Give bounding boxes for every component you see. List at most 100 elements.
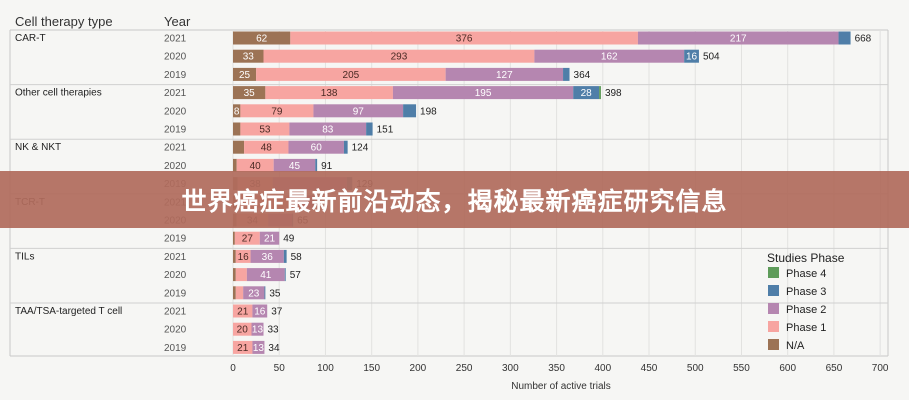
x-tick-label: 300 — [502, 363, 519, 374]
segment-value-label: 53 — [259, 125, 271, 136]
segment-value-label: 40 — [250, 161, 262, 172]
bar-segment-phase3 — [563, 67, 570, 81]
bar-segment-phase3 — [264, 286, 266, 300]
bar-segment-phase1 — [263, 49, 535, 63]
total-value-label: 91 — [321, 161, 333, 172]
legend-label-phase3: Phase 3 — [786, 286, 826, 298]
segment-value-label: 16 — [686, 52, 698, 63]
bar-segment-phase1 — [290, 31, 638, 45]
segment-value-label: 83 — [322, 125, 334, 136]
bar-segment-phase1 — [265, 86, 393, 100]
bar-segment-phase1 — [233, 322, 252, 336]
total-value-label: 504 — [703, 52, 720, 63]
bar-segment-phase1 — [234, 231, 260, 245]
segment-value-label: 16 — [238, 252, 250, 263]
legend-swatch-na — [768, 339, 779, 350]
year-header: Year — [164, 14, 191, 29]
bar-segment-na — [233, 268, 236, 282]
bar-segment-phase1 — [233, 304, 253, 318]
bar-segment-phase2 — [252, 304, 268, 318]
bar-segment-phase2 — [289, 122, 367, 136]
year-label: 2019 — [164, 288, 187, 299]
bar-segment-phase2 — [534, 49, 685, 63]
bar-segment-phase2 — [259, 231, 280, 245]
legend-label-phase4: Phase 4 — [786, 268, 826, 280]
total-value-label: 33 — [268, 325, 280, 336]
bar-segment-phase2 — [250, 249, 284, 263]
segment-value-label: 21 — [237, 343, 249, 354]
x-axis: 0 50 100 150 200 250 300 350 400 450 500 550 600 650 7… — [230, 363, 889, 374]
bar-segment-phase2 — [251, 322, 264, 336]
group-label: CAR-T — [15, 33, 46, 44]
year-label: 2019 — [164, 125, 187, 136]
x-tick-label: 500 — [687, 363, 704, 374]
bar-segment-na — [233, 49, 264, 63]
bar-segment-phase2 — [252, 340, 265, 354]
group-label: NK & NKT — [15, 142, 61, 153]
bar-segment-na — [233, 158, 237, 172]
bar-segment-phase3 — [573, 86, 600, 100]
year-label: 2021 — [164, 143, 187, 154]
segment-value-label: 293 — [391, 52, 408, 63]
legend-swatch-phase4 — [768, 267, 779, 278]
legend-swatch-phase2 — [768, 303, 779, 314]
x-tick-label: 450 — [641, 363, 658, 374]
x-tick-label: 600 — [779, 363, 796, 374]
segment-value-label: 35 — [244, 88, 256, 99]
segment-value-label: 20 — [237, 325, 249, 336]
title-banner: 世界癌症最新前沿动态，揭秘最新癌症研究信息 — [0, 171, 909, 228]
cell-type-header: Cell therapy type — [15, 14, 113, 29]
bar-segment-phase2 — [243, 286, 265, 300]
total-value-label: 37 — [271, 307, 283, 318]
bar-segment-na — [233, 86, 266, 100]
year-label: 2021 — [164, 307, 187, 318]
segment-value-label: 127 — [496, 70, 513, 81]
legend-label-phase2: Phase 2 — [786, 304, 826, 316]
x-tick-label: 700 — [872, 363, 889, 374]
total-value-label: 57 — [290, 270, 302, 281]
x-tick-label: 550 — [733, 363, 750, 374]
bar-segment-na — [233, 249, 236, 263]
bar-segment-phase2 — [273, 158, 316, 172]
segment-value-label: 16 — [254, 307, 266, 318]
group-label: Other cell therapies — [15, 88, 102, 99]
legend-title: Studies Phase — [767, 251, 845, 265]
legend-label-phase1: Phase 1 — [786, 322, 826, 334]
bar-segment-phase3 — [283, 249, 287, 263]
legend: Studies Phase Phase 4 Phase 3 Phase 2 Phase … — [767, 251, 845, 352]
total-value-label: 35 — [269, 288, 281, 299]
bar-segment-phase1 — [235, 249, 251, 263]
total-value-label: 151 — [377, 125, 394, 136]
segment-value-label: 27 — [242, 234, 254, 245]
bar-segment-phase2 — [313, 104, 404, 118]
segment-value-label: 376 — [456, 34, 473, 45]
year-label: 2021 — [164, 34, 187, 45]
segment-value-label: 60 — [311, 143, 323, 154]
bar-segment-na — [233, 104, 241, 118]
segment-value-label: 205 — [343, 70, 360, 81]
segment-value-label: 13 — [252, 325, 264, 336]
x-tick-label: 0 — [230, 363, 236, 374]
year-label: 2020 — [164, 161, 187, 172]
group-label: TAA/TSA-targeted T cell — [15, 306, 122, 317]
bar-segment-phase3 — [684, 49, 699, 63]
year-label: 2020 — [164, 52, 187, 63]
bar-segment-na — [233, 31, 291, 45]
total-value-label: 398 — [605, 88, 622, 99]
bar-segment-phase2 — [445, 67, 564, 81]
bar-segment-na — [233, 67, 257, 81]
segment-value-label: 36 — [262, 252, 274, 263]
bar-segment-phase2 — [246, 268, 285, 282]
x-tick-label: 50 — [274, 363, 286, 374]
segment-value-label: 28 — [581, 88, 593, 99]
segment-value-label: 8 — [234, 106, 240, 117]
segment-value-label: 162 — [601, 52, 618, 63]
bar-segment-na — [233, 231, 235, 245]
x-tick-label: 150 — [363, 363, 380, 374]
year-label: 2019 — [164, 343, 187, 354]
year-label: 2019 — [164, 70, 187, 81]
segment-value-label: 195 — [475, 88, 492, 99]
x-tick-label: 250 — [456, 363, 473, 374]
